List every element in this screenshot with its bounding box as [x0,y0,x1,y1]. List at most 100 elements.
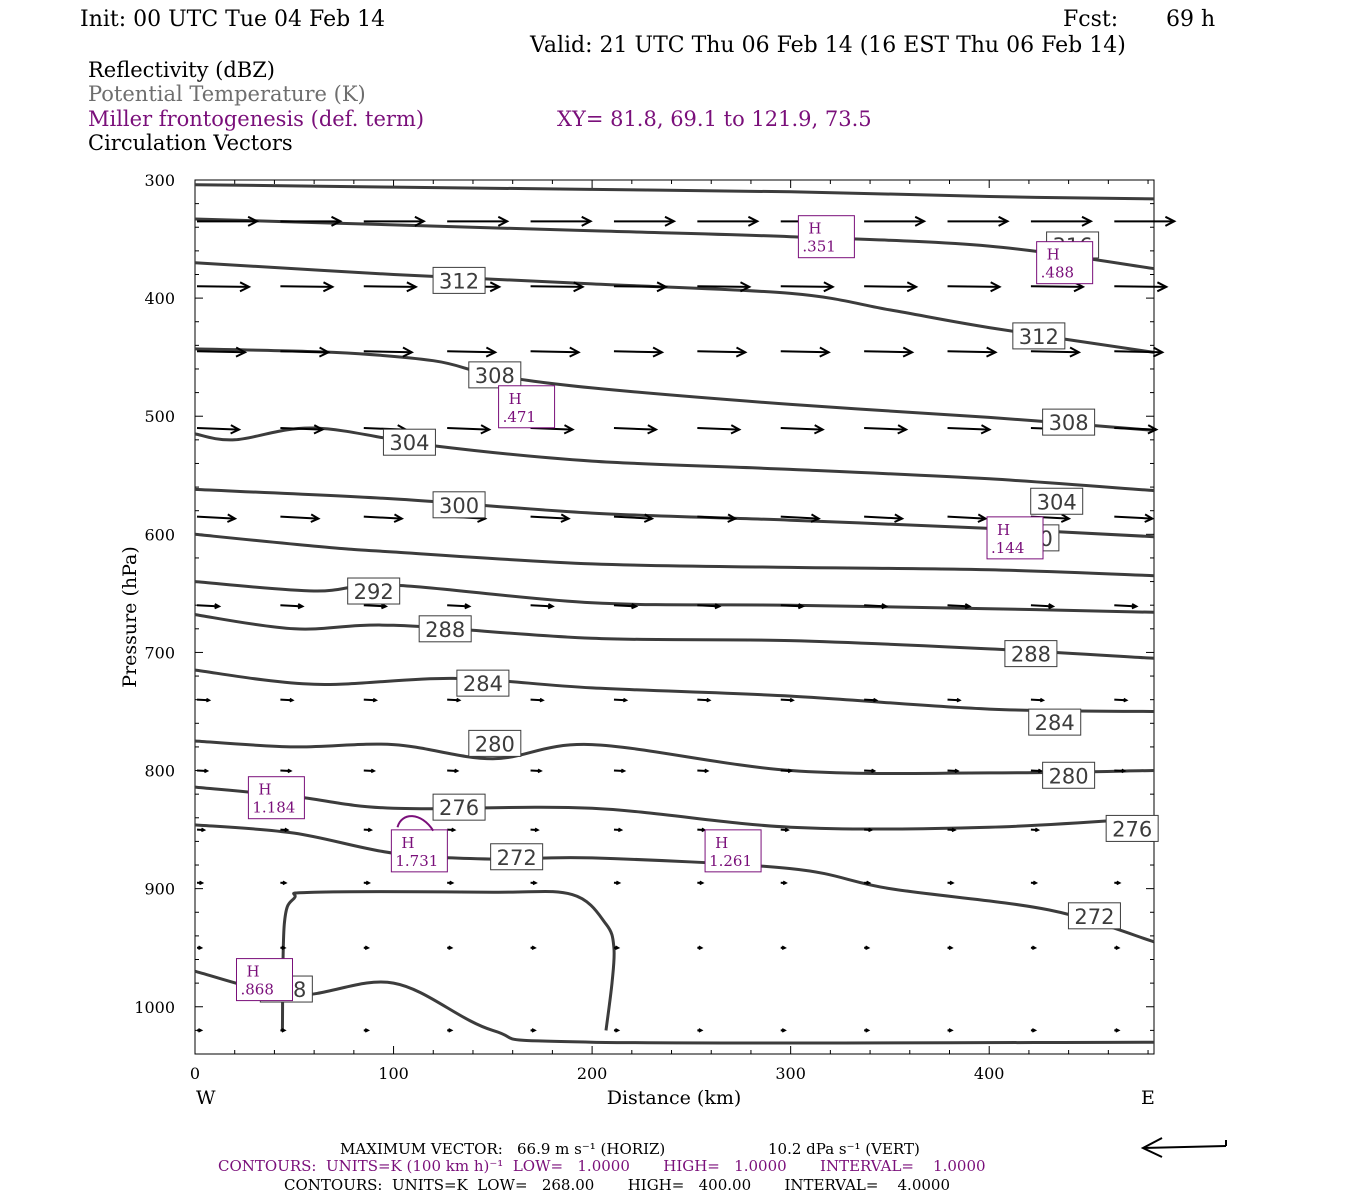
vector-shaft [363,350,412,354]
circulation-vector [530,697,545,703]
circulation-vector [530,513,571,523]
vector-head [1121,768,1127,774]
circulation-vector [947,768,960,774]
vector-head [281,945,287,951]
circulation-vector [1030,697,1046,703]
vector-shaft [530,515,569,520]
circulation-vector [530,1028,537,1033]
vector-head [393,513,405,523]
circulation-vector [196,945,204,951]
vector-shaft [697,604,720,608]
vector-shaft [447,350,496,354]
y-tick-label: 900 [144,880,175,899]
vector-head [456,697,462,703]
vector-head [197,945,204,951]
vector-shaft [1114,427,1157,431]
x-tick-label: 0 [190,1064,200,1083]
vector-head [647,424,659,435]
circulation-vector [1114,513,1155,523]
vector-head [617,827,624,833]
vector-shaft [280,285,333,288]
vector-head [902,346,915,358]
vector-shaft [947,427,990,431]
theta-label-text: 292 [354,580,394,604]
vector-head [894,513,905,523]
vector-head [203,768,210,774]
circulation-vector [864,281,919,293]
frontogenesis-max-value: .351 [802,238,835,256]
theta-label: 272 [1067,902,1121,930]
vector-shaft [1114,350,1163,354]
theta-contour-288 [194,613,1155,660]
vector-head [897,424,909,435]
vector-head [714,603,722,610]
circulation-vector [697,827,707,833]
circulation-vector [1114,424,1159,435]
vector-head [198,880,205,886]
circulation-vector [363,215,426,227]
theta-contour-320 [194,183,1155,201]
circulation-vector [613,1028,621,1033]
vector-head [539,697,545,703]
circulation-vector [1030,880,1039,886]
vector-head [948,1028,954,1033]
vector-head [289,697,295,703]
circulation-vector [613,424,659,435]
vector-shaft [864,515,903,520]
vector-head [1039,697,1046,703]
y-tick-label: 800 [144,762,175,781]
vector-head [381,603,389,610]
vector-head [727,513,738,523]
theta-label: 300 [432,491,486,519]
frontogenesis-contour [396,815,435,832]
vector-head [310,513,321,523]
vector-shaft [697,350,746,354]
circulation-vector [947,346,998,358]
vector-head [823,281,835,293]
circulation-vector [530,424,575,435]
theta-contour-268 [194,969,1155,1045]
circulation-vector [197,1028,204,1033]
circulation-vector [780,880,788,886]
circulation-vector [947,697,962,703]
vector-head [797,603,805,610]
circulation-vector [447,697,462,703]
circulation-vector [864,215,927,227]
circulation-vector [1030,346,1082,358]
frontogenesis-max-letter: H [1047,246,1060,264]
theta-label: 280 [468,729,522,757]
circulation-vector [447,424,492,435]
circulation-vector [196,880,205,886]
frontogenesis-max-value: .471 [503,408,536,426]
vector-shaft [864,427,907,431]
vector-head [614,1028,621,1033]
theta-label: 312 [432,266,486,294]
cross-section-endpoints: XY= 81.8, 69.1 to 121.9, 73.5 [557,107,872,131]
vector-head [532,880,538,886]
circulation-vector [196,768,210,774]
vector-head [1032,880,1039,886]
circulation-vector [1030,768,1044,774]
theta-label: 312 [1012,322,1066,350]
circulation-vector [530,346,581,358]
circulation-vector [780,827,790,833]
frontogenesis-max-box [1036,241,1094,285]
vector-head [239,281,252,293]
y-tick-label: 1000 [134,998,175,1017]
vector-shaft [697,515,736,520]
theta-label: 304 [382,428,436,456]
circulation-vector [697,346,748,358]
vector-shaft [280,350,329,354]
vector-head [704,768,710,774]
theta-label-text: 312 [1019,325,1059,349]
vector-head [615,880,622,886]
circulation-vector [864,346,915,358]
circulation-vector [363,827,374,833]
vector-shaft [613,285,666,288]
circulation-vector [947,1028,954,1033]
vector-head [1034,827,1041,833]
y-tick-label: 700 [144,643,175,662]
vector-head [656,281,669,293]
theta-label-box [1012,322,1066,350]
vector-head [1081,215,1094,227]
